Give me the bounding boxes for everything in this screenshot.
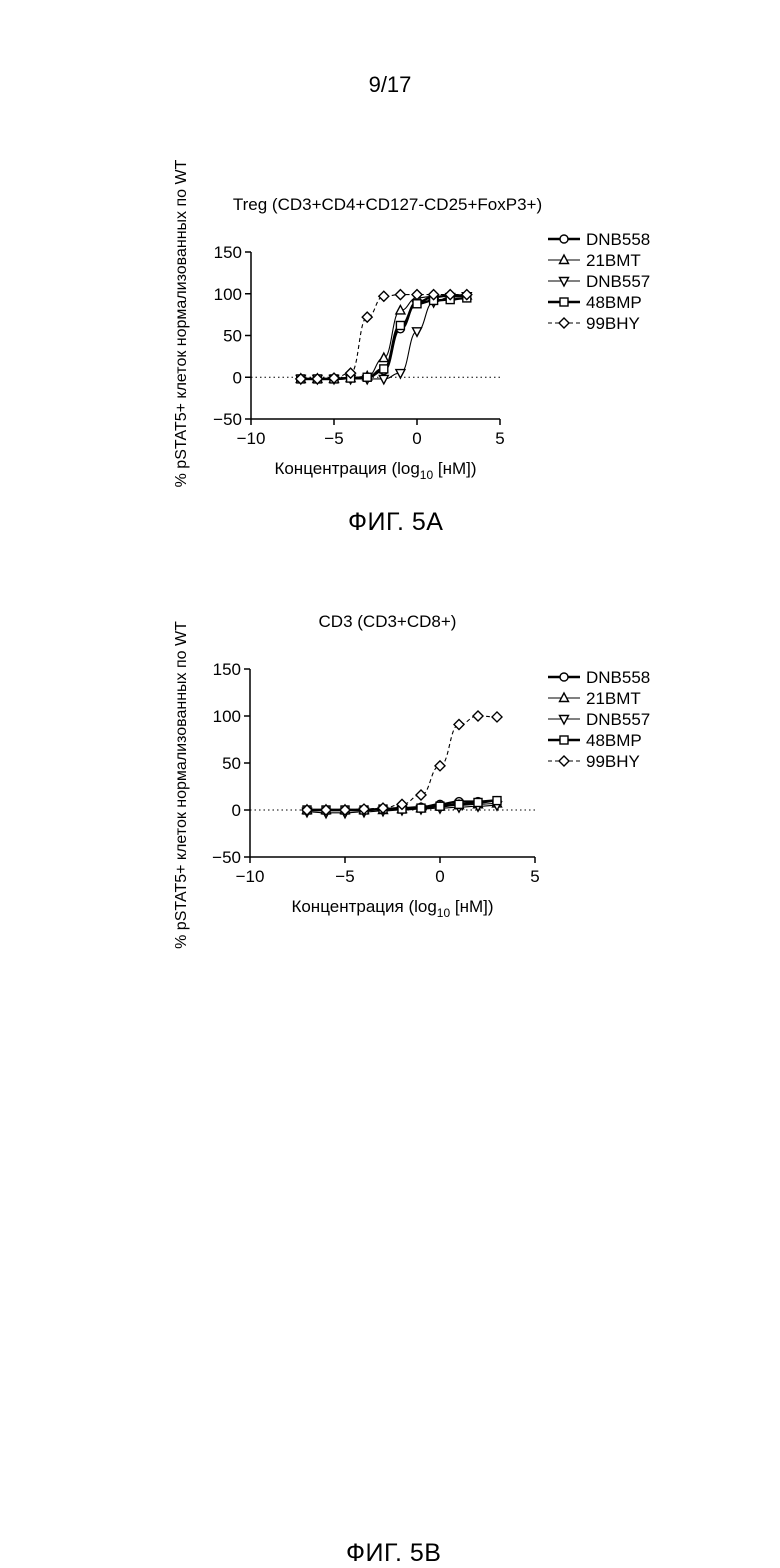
figure-5b: CD3 (CD3+CD8+)150100500−50−10−505Концент… xyxy=(0,600,780,1000)
legend-item-99bhy: 99BHY xyxy=(548,314,640,333)
y-tick-label: 150 xyxy=(213,660,241,679)
data-point-99bhy xyxy=(395,290,405,300)
legend-label: 48BMP xyxy=(586,731,642,750)
legend-item-48bmp: 48BMP xyxy=(548,293,642,312)
data-point-48bmp xyxy=(455,800,463,808)
legend-item-48bmp: 48BMP xyxy=(548,731,642,750)
data-point-dnb557 xyxy=(413,328,422,337)
data-point-99bhy xyxy=(473,711,483,721)
legend-item-dnb558: DNB558 xyxy=(548,668,650,687)
legend-marker xyxy=(560,693,569,702)
data-point-99bhy xyxy=(492,712,502,722)
data-point-48bmp xyxy=(474,798,482,806)
legend-label: DNB558 xyxy=(586,668,650,687)
legend-label: 99BHY xyxy=(586,314,640,333)
y-tick-label: 150 xyxy=(214,243,242,262)
legend-label: 21BMT xyxy=(586,251,641,270)
figure-caption-5a: ФИГ. 5A xyxy=(348,508,443,537)
legend-label: DNB557 xyxy=(586,272,650,291)
chart-title: CD3 (CD3+CD8+) xyxy=(319,612,457,631)
legend-marker xyxy=(559,756,569,766)
data-point-99bhy xyxy=(435,761,445,771)
x-tick-label: −5 xyxy=(324,429,343,448)
legend-item-dnb557: DNB557 xyxy=(548,710,650,729)
legend-item-99bhy: 99BHY xyxy=(548,752,640,771)
data-point-48bmp xyxy=(363,373,371,381)
legend-marker xyxy=(560,716,569,725)
data-point-48bmp xyxy=(493,797,501,805)
legend-marker xyxy=(560,255,569,264)
y-tick-label: 0 xyxy=(233,368,242,387)
series-48bmp xyxy=(297,294,471,383)
data-point-48bmp xyxy=(380,365,388,373)
legend-item-dnb558: DNB558 xyxy=(548,230,650,249)
legend-label: 99BHY xyxy=(586,752,640,771)
figure-5a: Treg (CD3+CD4+CD127-CD25+FoxP3+)15010050… xyxy=(0,0,780,560)
data-point-48bmp xyxy=(436,802,444,810)
figure-caption-5b: ФИГ. 5B xyxy=(346,1539,441,1568)
series-99bhy xyxy=(302,711,502,815)
x-tick-label: −10 xyxy=(237,429,266,448)
legend-marker xyxy=(559,318,569,328)
y-tick-label: 100 xyxy=(214,285,242,304)
data-point-48bmp xyxy=(396,321,404,329)
legend-marker xyxy=(560,736,568,744)
x-tick-label: 5 xyxy=(530,867,539,886)
legend-label: 48BMP xyxy=(586,293,642,312)
legend-marker xyxy=(560,235,568,243)
x-tick-label: −10 xyxy=(236,867,265,886)
chart-title: Treg (CD3+CD4+CD127-CD25+FoxP3+) xyxy=(233,195,542,214)
chart-cd3: CD3 (CD3+CD8+)150100500−50−10−505Концент… xyxy=(0,600,780,1000)
legend-marker xyxy=(560,298,568,306)
x-axis-label: Концентрация (log10 [нМ]) xyxy=(274,459,476,482)
y-tick-label: 0 xyxy=(232,801,241,820)
y-axis-label: % pSTAT5+ клеток нормализованных по WT xyxy=(173,621,190,949)
y-tick-label: 50 xyxy=(222,754,241,773)
data-point-48bmp xyxy=(417,804,425,812)
data-point-48bmp xyxy=(413,300,421,308)
x-axis-label: Концентрация (log10 [нМ]) xyxy=(291,897,493,920)
legend-item-21bmt: 21BMT xyxy=(548,251,641,270)
legend-label: DNB558 xyxy=(586,230,650,249)
y-axis-label: % pSTAT5+ клеток нормализованных по WT xyxy=(173,159,190,487)
legend-marker xyxy=(560,673,568,681)
legend-label: 21BMT xyxy=(586,689,641,708)
x-tick-label: 0 xyxy=(435,867,444,886)
x-tick-label: 0 xyxy=(412,429,421,448)
data-point-99bhy xyxy=(454,719,464,729)
y-tick-label: −50 xyxy=(212,848,241,867)
data-point-99bhy xyxy=(379,291,389,301)
y-tick-label: 50 xyxy=(223,327,242,346)
legend-item-21bmt: 21BMT xyxy=(548,689,641,708)
x-tick-label: −5 xyxy=(335,867,354,886)
x-tick-label: 5 xyxy=(495,429,504,448)
legend-marker xyxy=(560,278,569,287)
data-point-99bhy xyxy=(416,790,426,800)
chart-treg: Treg (CD3+CD4+CD127-CD25+FoxP3+)15010050… xyxy=(0,0,780,560)
legend-label: DNB557 xyxy=(586,710,650,729)
legend-item-dnb557: DNB557 xyxy=(548,272,650,291)
y-tick-label: −50 xyxy=(213,410,242,429)
y-tick-label: 100 xyxy=(213,707,241,726)
series-line-99bhy xyxy=(307,716,497,810)
data-point-dnb557 xyxy=(379,375,388,384)
